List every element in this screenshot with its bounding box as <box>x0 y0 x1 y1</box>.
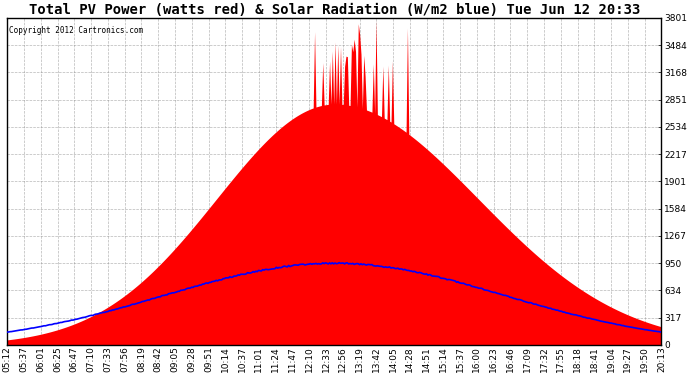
Text: Copyright 2012 Cartronics.com: Copyright 2012 Cartronics.com <box>8 26 143 35</box>
Title: Total PV Power (watts red) & Solar Radiation (W/m2 blue) Tue Jun 12 20:33: Total PV Power (watts red) & Solar Radia… <box>29 3 640 17</box>
